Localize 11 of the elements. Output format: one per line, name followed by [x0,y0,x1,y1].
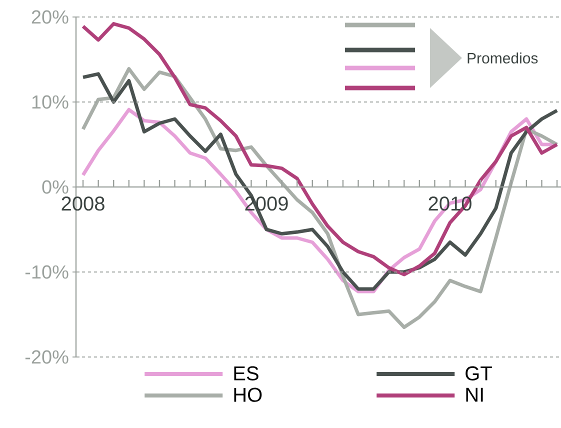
y-tick-label: -20% [25,350,68,364]
y-tick-label: 0% [42,180,68,194]
legend-label: HO [234,388,262,402]
legend-label: ES [234,366,258,380]
legend-label: NI [466,388,483,402]
legend-label: GT [466,366,492,380]
y-tick-label: 20% [32,10,68,24]
y-tick-label: -10% [25,265,68,279]
x-tick-label: 2008 [62,196,104,211]
y-tick-label: 10% [32,95,68,109]
annotation: Promedios [468,52,538,64]
